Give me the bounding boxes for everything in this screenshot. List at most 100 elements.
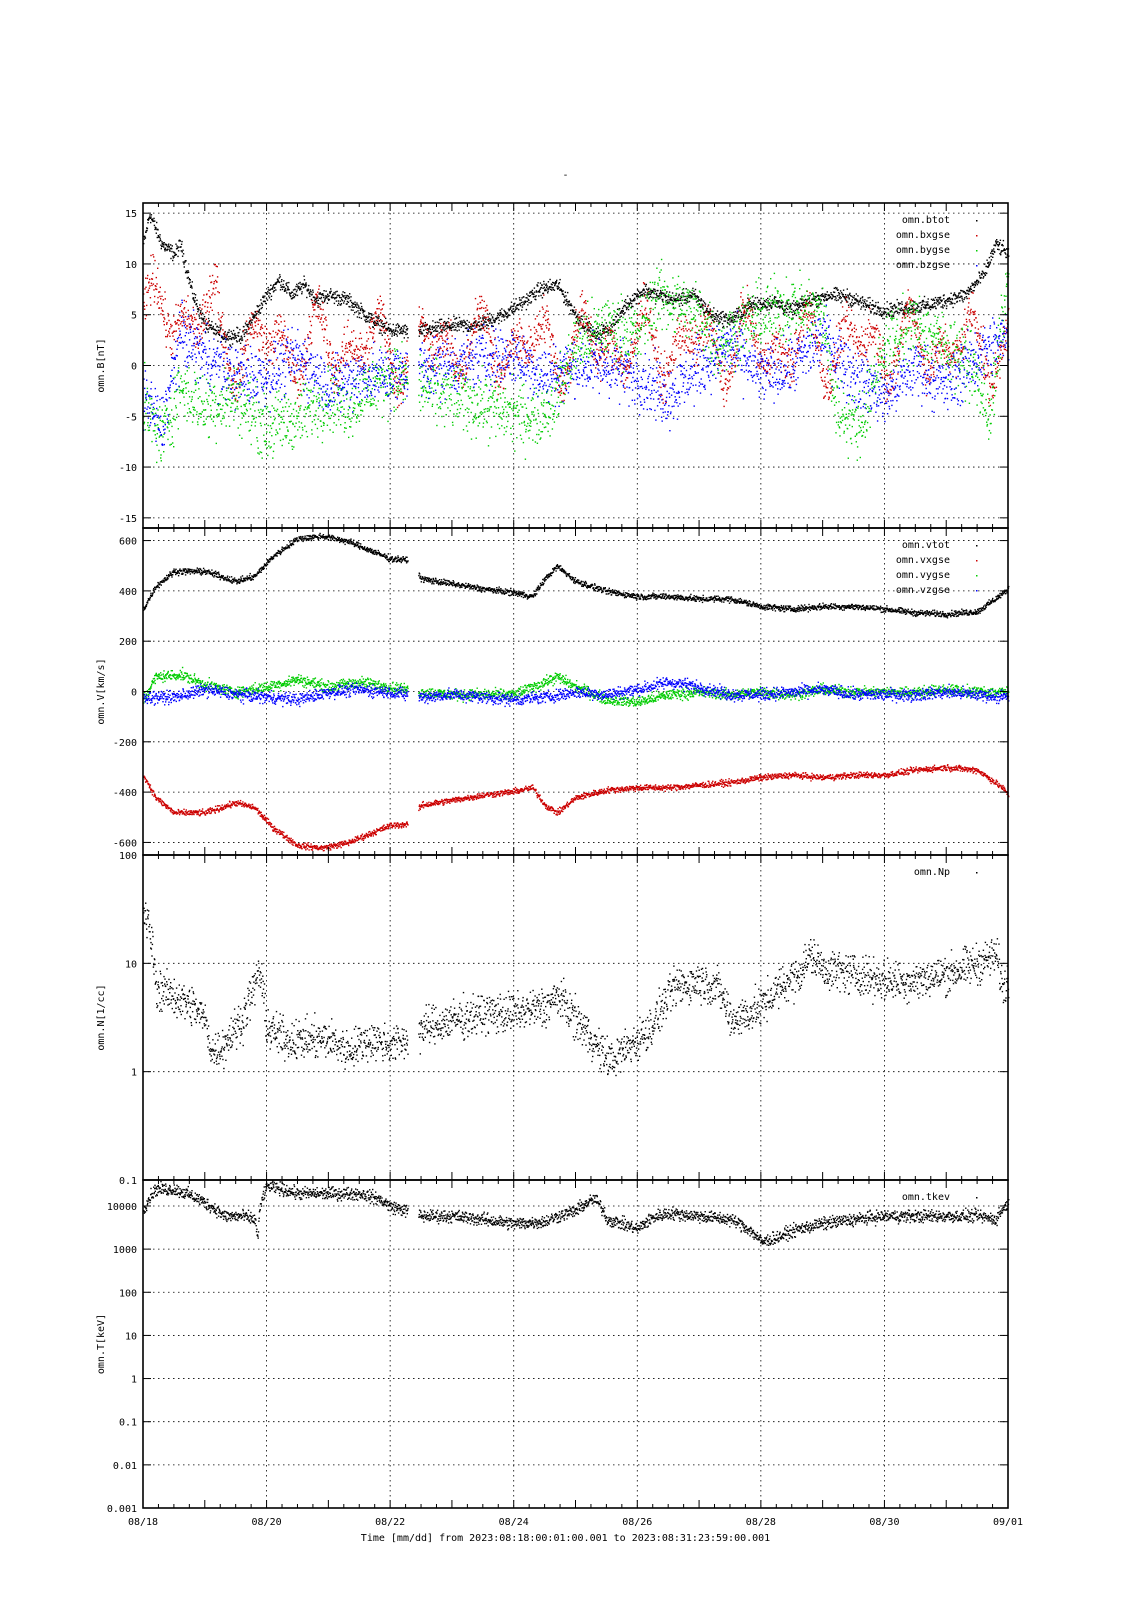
- data-point: [198, 315, 200, 317]
- data-point: [439, 327, 441, 329]
- data-point: [188, 282, 190, 285]
- data-point: [638, 295, 640, 297]
- data-point: [436, 335, 438, 337]
- data-point: [366, 347, 369, 350]
- data-point: [883, 360, 885, 363]
- data-point: [189, 315, 191, 317]
- data-point: [748, 307, 750, 309]
- data-point: [548, 329, 550, 331]
- data-point: [860, 353, 862, 356]
- data-point: [951, 297, 953, 300]
- data-point: [462, 369, 464, 371]
- data-point: [268, 292, 270, 294]
- data-point: [163, 242, 165, 244]
- data-point: [562, 380, 564, 382]
- data-point: [440, 347, 442, 349]
- data-point: [850, 309, 853, 311]
- data-point: [810, 317, 812, 319]
- data-point: [309, 295, 311, 297]
- data-point: [825, 298, 828, 300]
- data-point: [921, 304, 923, 306]
- data-point: [684, 341, 686, 344]
- data-point: [630, 300, 632, 302]
- data-point: [633, 341, 635, 343]
- data-point: [781, 302, 783, 304]
- data-point: [364, 319, 366, 321]
- data-point: [704, 322, 707, 324]
- data-point: [660, 353, 662, 355]
- data-point: [590, 352, 592, 354]
- data-point: [551, 360, 554, 362]
- data-point: [172, 331, 174, 333]
- data-point: [749, 307, 751, 309]
- data-point: [740, 296, 742, 298]
- data-point: [931, 348, 934, 351]
- data-point: [573, 309, 575, 311]
- data-point: [611, 368, 613, 371]
- data-point: [251, 322, 253, 324]
- data-point: [435, 325, 437, 327]
- data-point: [671, 351, 673, 353]
- data-point: [499, 386, 502, 388]
- data-point: [457, 321, 459, 324]
- data-point: [452, 322, 454, 324]
- data-point: [329, 343, 332, 345]
- data-point: [815, 349, 817, 351]
- data-point: [900, 326, 902, 328]
- data-point: [867, 297, 869, 299]
- data-point: [740, 316, 742, 319]
- data-point: [340, 361, 342, 363]
- data-point: [239, 328, 241, 331]
- data-point: [220, 327, 222, 329]
- data-point: [798, 340, 800, 342]
- data-point: [285, 290, 287, 292]
- data-point: [394, 376, 396, 379]
- data-point: [629, 299, 632, 301]
- data-point: [264, 300, 266, 303]
- data-point: [688, 295, 690, 297]
- data-point: [730, 356, 733, 358]
- data-point: [790, 305, 792, 307]
- data-point: [346, 300, 349, 303]
- data-point: [153, 220, 155, 222]
- data-point: [745, 321, 747, 323]
- data-point: [822, 293, 824, 295]
- data-point: [427, 332, 429, 334]
- data-point: [229, 367, 231, 369]
- data-point: [357, 304, 359, 306]
- data-point: [590, 327, 592, 330]
- data-point: [809, 292, 811, 294]
- data-point: [815, 347, 817, 349]
- data-point: [300, 374, 302, 376]
- data-point: [789, 354, 792, 356]
- data-point: [901, 303, 903, 305]
- data-point: [386, 351, 388, 353]
- data-point: [582, 327, 584, 329]
- data-point: [731, 367, 733, 370]
- data-point: [861, 344, 864, 347]
- data-point: [427, 337, 430, 340]
- data-point: [976, 283, 979, 286]
- data-point: [823, 299, 825, 301]
- data-point: [608, 329, 611, 331]
- data-point: [434, 364, 436, 366]
- data-point: [548, 287, 550, 289]
- data-point: [682, 288, 685, 290]
- data-point: [512, 353, 514, 355]
- data-point: [462, 386, 464, 388]
- data-point: [621, 307, 624, 310]
- data-point: [882, 307, 884, 309]
- data-point: [357, 348, 360, 350]
- data-point: [633, 300, 635, 302]
- data-point: [147, 289, 150, 291]
- data-point: [759, 301, 762, 304]
- data-point: [851, 328, 853, 331]
- data-point: [874, 343, 877, 345]
- data-point: [469, 344, 471, 346]
- data-point: [501, 365, 504, 367]
- data-point: [395, 389, 397, 391]
- data-point: [681, 304, 684, 306]
- data-point: [505, 363, 507, 366]
- data-point: [590, 316, 592, 318]
- data-point: [991, 250, 993, 253]
